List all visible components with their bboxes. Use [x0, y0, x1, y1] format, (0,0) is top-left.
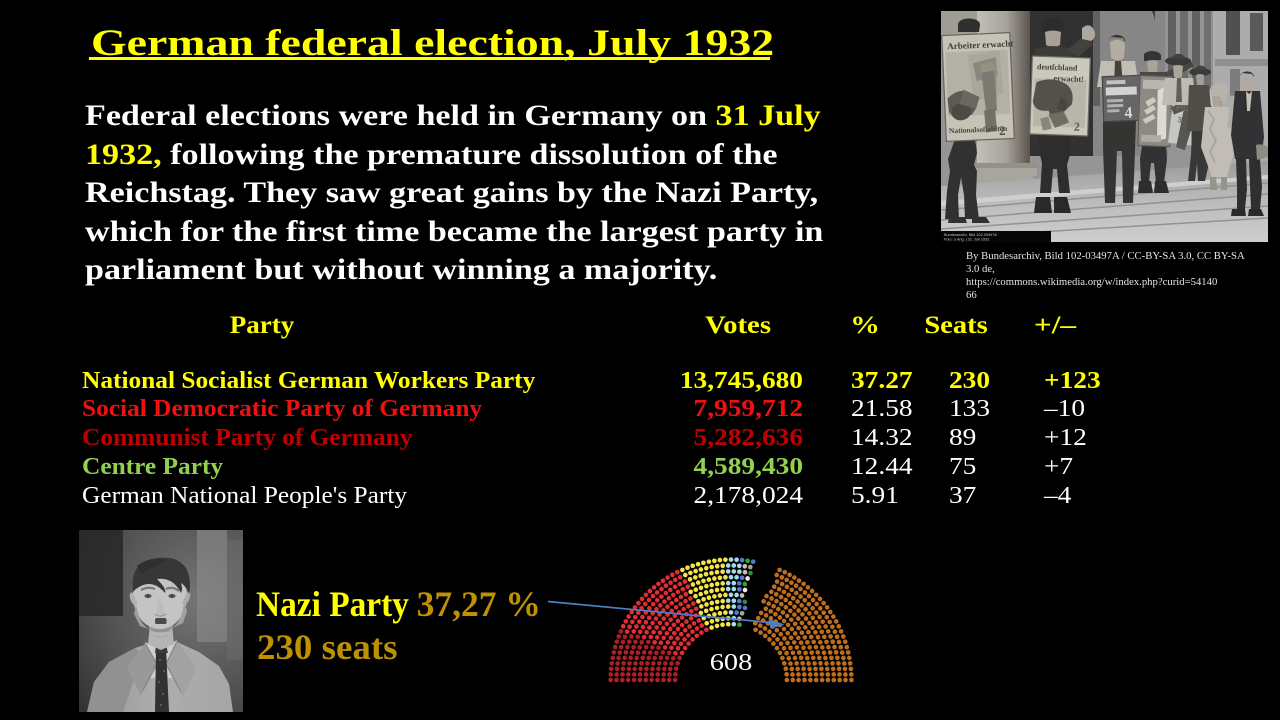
svg-text:Bundesarchiv, Bild 102-03497A: Bundesarchiv, Bild 102-03497A: [944, 233, 997, 237]
svg-text:Foto: o.Ang. | 31. Juli 1932: Foto: o.Ang. | 31. Juli 1932: [944, 238, 989, 242]
